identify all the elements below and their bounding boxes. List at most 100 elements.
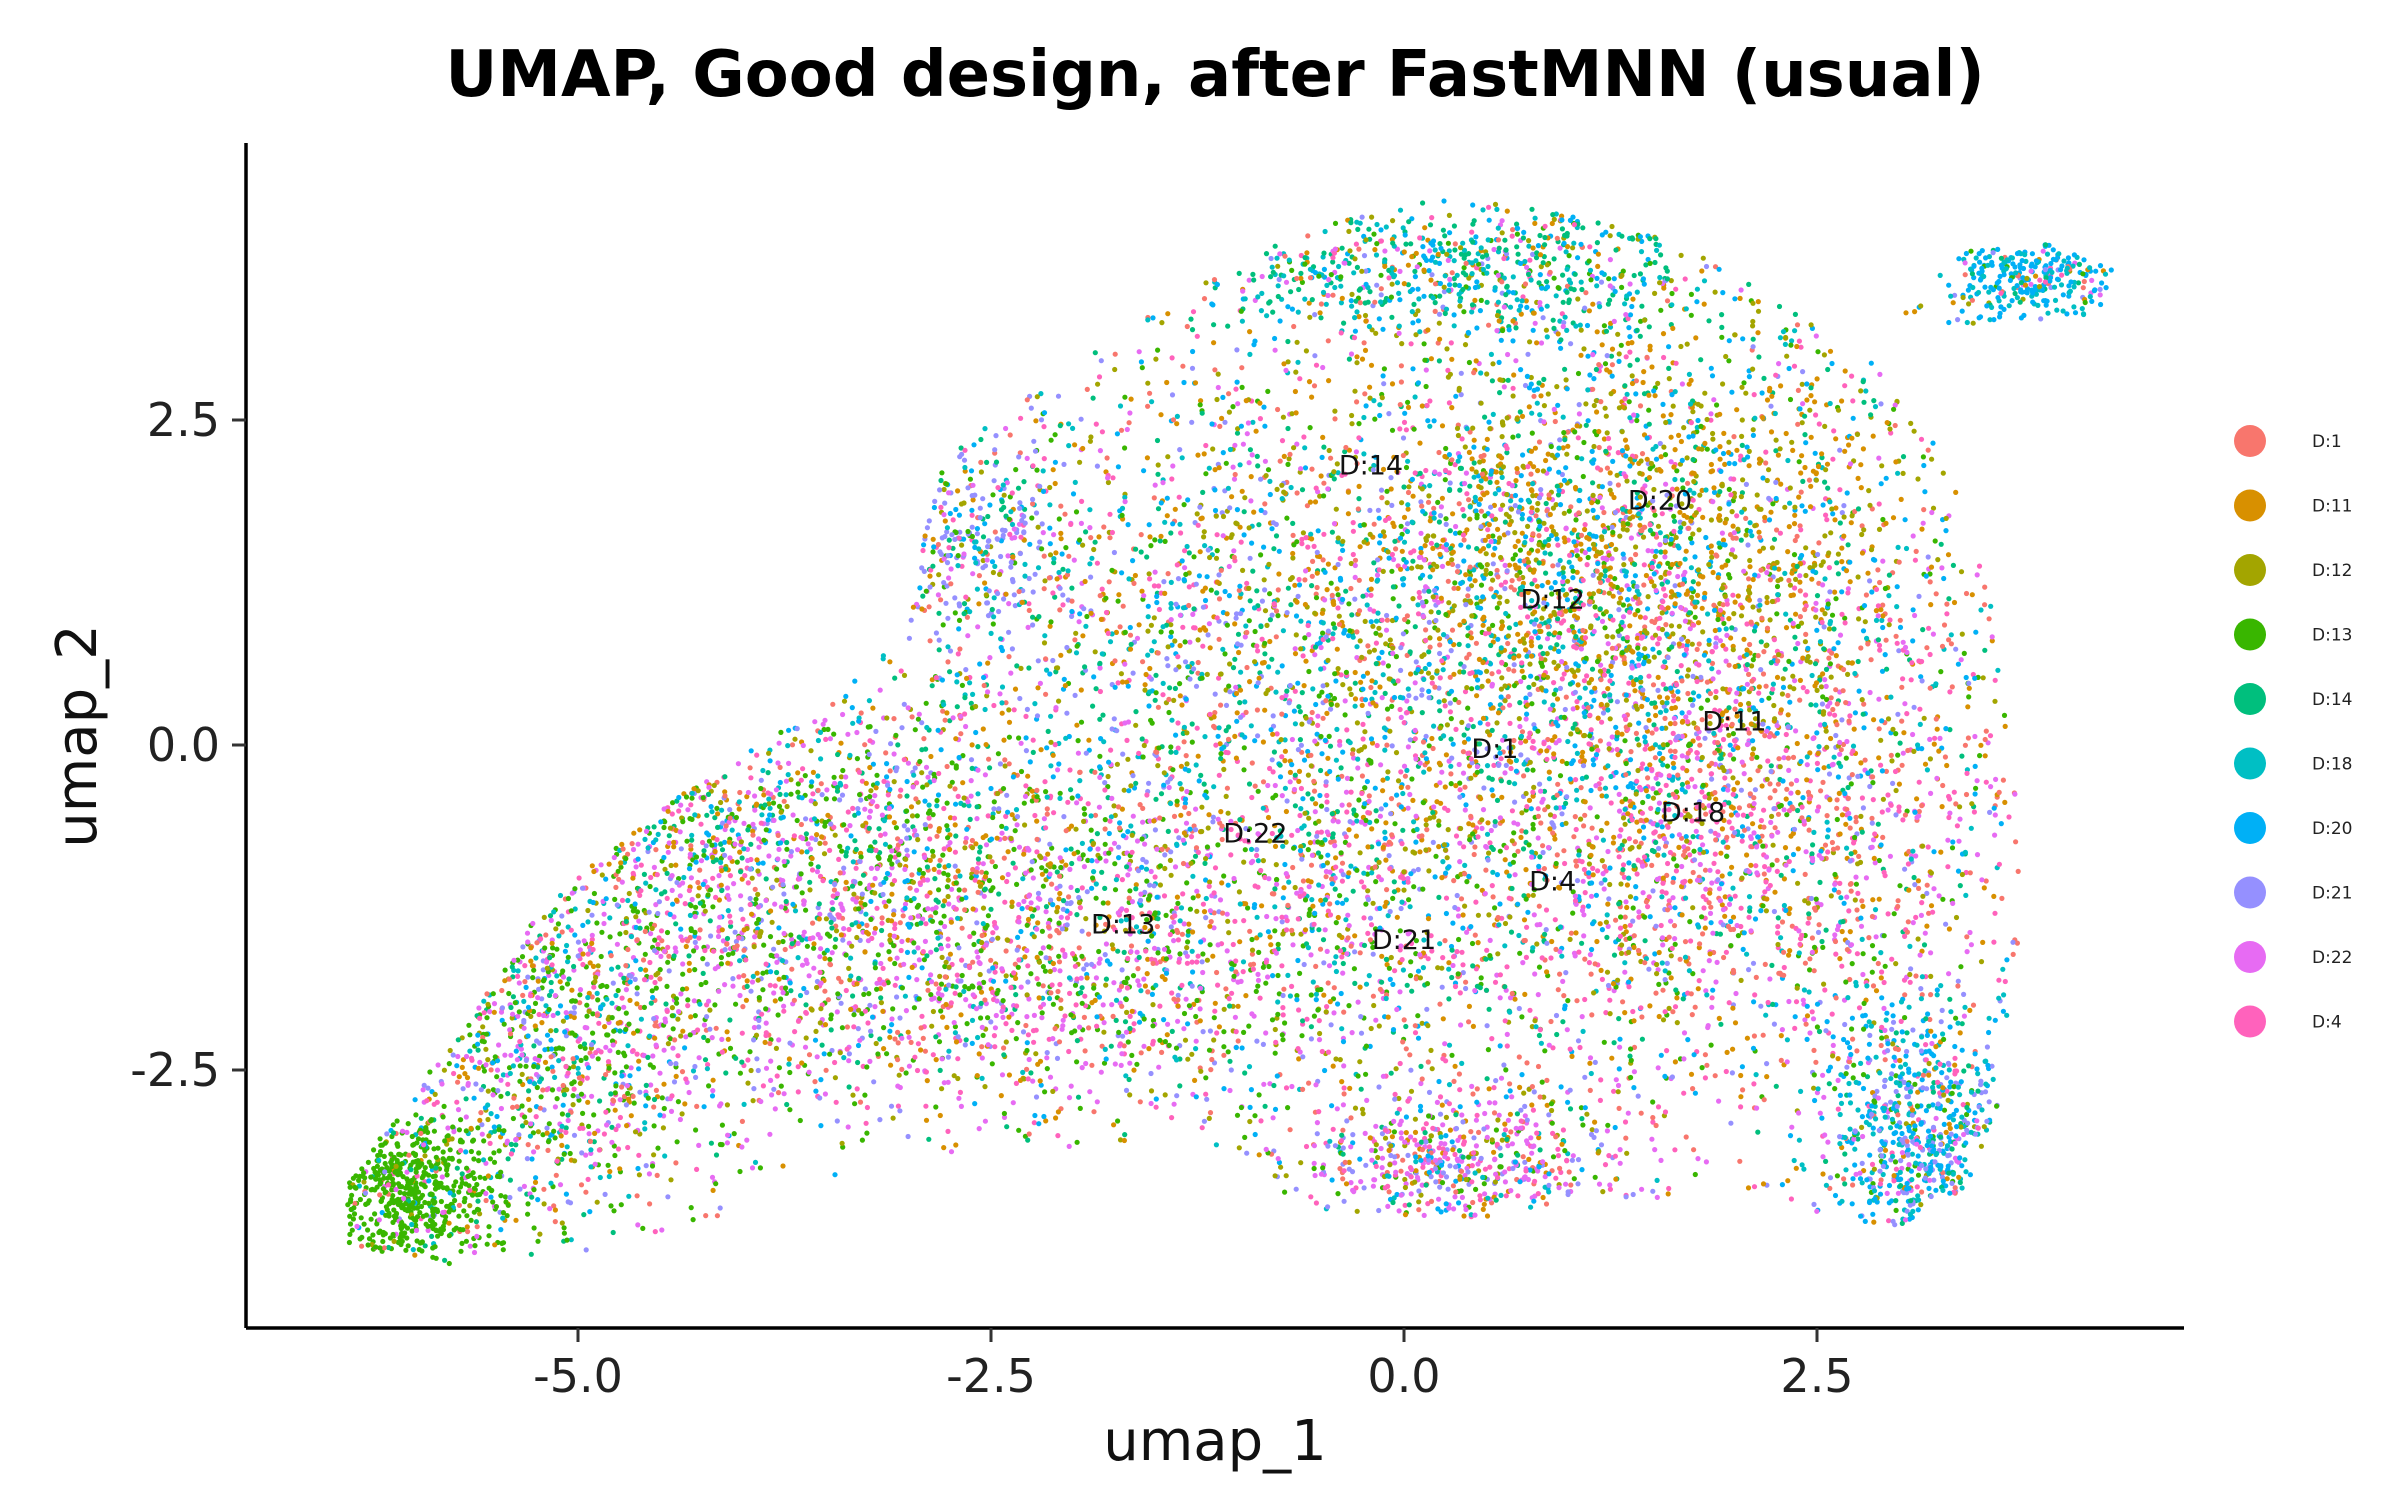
scatter-point: [975, 624, 981, 630]
scatter-point: [1185, 939, 1191, 945]
scatter-point: [1280, 628, 1286, 634]
scatter-point: [1451, 323, 1457, 329]
scatter-point: [1275, 263, 1281, 269]
scatter-point: [1495, 237, 1502, 243]
scatter-point: [1241, 745, 1247, 751]
scatter-point: [1380, 466, 1387, 472]
scatter-point: [1806, 827, 1812, 833]
scatter-point: [1664, 763, 1671, 769]
scatter-point: [1361, 884, 1367, 890]
scatter-point: [1443, 1133, 1449, 1139]
scatter-point: [1823, 512, 1829, 518]
scatter-point: [1173, 828, 1179, 834]
scatter-point: [752, 793, 758, 799]
scatter-point: [1150, 315, 1156, 321]
scatter-point: [930, 549, 936, 555]
scatter-point: [1871, 717, 1877, 723]
scatter-point: [1697, 492, 1703, 498]
scatter-point: [1449, 405, 1455, 411]
scatter-point: [1430, 810, 1436, 816]
scatter-point: [777, 764, 783, 771]
scatter-point: [1719, 826, 1725, 832]
scatter-point: [1631, 1085, 1637, 1091]
scatter-point: [1320, 715, 1326, 721]
scatter-point: [953, 801, 959, 807]
scatter-point: [1004, 792, 1010, 798]
scatter-point: [2097, 286, 2103, 292]
scatter-point: [1992, 812, 1998, 818]
scatter-point: [1432, 308, 1438, 314]
scatter-point: [1210, 953, 1216, 959]
scatter-point: [1773, 479, 1779, 485]
scatter-point: [589, 940, 595, 947]
scatter-point: [1832, 589, 1838, 595]
scatter-point: [1155, 950, 1161, 956]
scatter-point: [1767, 882, 1773, 889]
scatter-point: [1275, 1011, 1281, 1018]
scatter-point: [1339, 1026, 1345, 1032]
scatter-point: [2033, 273, 2039, 279]
scatter-point: [1763, 683, 1769, 689]
scatter-point: [1469, 229, 1475, 235]
scatter-point: [1317, 792, 1323, 799]
scatter-point: [1060, 566, 1066, 572]
scatter-point: [1089, 885, 1095, 891]
scatter-point: [817, 840, 823, 847]
scatter-point: [1774, 583, 1781, 590]
scatter-point: [1117, 1137, 1124, 1143]
scatter-point: [1331, 1010, 1337, 1016]
scatter-point: [1064, 915, 1071, 921]
scatter-point: [1368, 576, 1375, 583]
scatter-point: [1143, 738, 1149, 745]
scatter-point: [1581, 912, 1587, 918]
scatter-point: [1278, 1164, 1284, 1170]
scatter-point: [1666, 898, 1672, 904]
scatter-point: [712, 815, 718, 821]
scatter-point: [909, 813, 916, 819]
scatter-point: [985, 613, 992, 619]
scatter-point: [1009, 646, 1016, 652]
scatter-point: [1072, 692, 1078, 699]
scatter-point: [477, 1174, 483, 1180]
scatter-point: [1274, 881, 1280, 887]
scatter-point: [359, 1243, 365, 1249]
scatter-point: [1171, 697, 1177, 704]
scatter-point: [1828, 893, 1834, 899]
scatter-point: [1553, 1012, 1560, 1019]
scatter-point: [1282, 861, 1288, 868]
scatter-point: [1620, 862, 1627, 868]
scatter-point: [855, 1042, 862, 1049]
scatter-point: [1254, 707, 1260, 713]
scatter-point: [1829, 612, 1836, 618]
scatter-point: [1292, 646, 1298, 652]
scatter-point: [1466, 449, 1472, 455]
scatter-point: [1744, 621, 1750, 627]
scatter-point: [1983, 779, 1989, 785]
scatter-point: [1283, 279, 1290, 285]
scatter-points: [345, 198, 2114, 1267]
scatter-point: [610, 1229, 616, 1236]
scatter-point: [713, 1152, 720, 1158]
scatter-point: [450, 1052, 456, 1058]
scatter-point: [1078, 687, 1084, 693]
scatter-point: [1330, 631, 1336, 637]
scatter-point: [1540, 1194, 1546, 1201]
scatter-point: [1887, 853, 1893, 859]
scatter-point: [975, 1034, 981, 1041]
scatter-point: [1487, 937, 1493, 944]
scatter-point: [1585, 554, 1591, 561]
scatter-point: [1714, 402, 1720, 408]
scatter-point: [1137, 1010, 1143, 1017]
scatter-point: [1167, 931, 1173, 938]
scatter-point: [1880, 558, 1886, 564]
scatter-point: [1657, 274, 1663, 281]
scatter-point: [1699, 802, 1705, 809]
scatter-point: [1555, 402, 1561, 408]
scatter-point: [1448, 340, 1454, 346]
scatter-point: [1427, 483, 1433, 489]
scatter-point: [1609, 346, 1616, 352]
scatter-point: [941, 486, 947, 493]
scatter-point: [1324, 710, 1330, 717]
scatter-point: [1073, 650, 1080, 656]
scatter-point: [1517, 409, 1523, 415]
